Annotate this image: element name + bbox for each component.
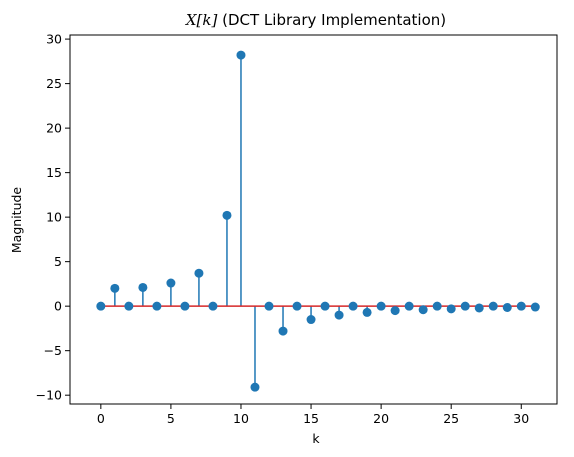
stem-marker	[475, 303, 484, 312]
title-math: X[k]	[185, 11, 218, 29]
stem-marker	[293, 302, 302, 311]
chart-title: X[k] (DCT Library Implementation)	[185, 11, 446, 29]
y-tick-label: 25	[46, 76, 62, 91]
y-axis-label: Magnitude	[9, 187, 24, 254]
y-tick-label: 5	[54, 254, 62, 269]
stem-marker	[419, 305, 428, 314]
x-tick-label: 0	[97, 411, 105, 426]
stem-marker	[96, 302, 105, 311]
stem-marker	[391, 306, 400, 315]
stem-marker	[377, 302, 386, 311]
y-tick-label: 20	[46, 121, 62, 136]
stem-marker	[152, 302, 161, 311]
stem-marker	[307, 315, 316, 324]
stem-marker	[349, 302, 358, 311]
title-text: (DCT Library Implementation)	[217, 11, 446, 29]
stem-marker	[503, 303, 512, 312]
stem-marker	[265, 302, 274, 311]
axes-frame	[70, 35, 557, 404]
stem-marker	[335, 311, 344, 320]
stem-marker	[461, 302, 470, 311]
stem-marker	[279, 327, 288, 336]
plot-area: 0 5 10 15 20 25 30 −10 −5 0 5 10 15 20 25 30	[36, 32, 557, 426]
y-tick-label: 0	[54, 299, 62, 314]
x-tick-label: 10	[233, 411, 249, 426]
stem-marker	[138, 283, 147, 292]
stem-marker	[180, 302, 189, 311]
stem-marker	[321, 302, 330, 311]
stem-marker	[222, 211, 231, 220]
x-tick-label: 15	[303, 411, 319, 426]
stem-marker	[517, 302, 526, 311]
stem-marker	[124, 302, 133, 311]
stem-marker	[447, 304, 456, 313]
stem-marker	[236, 51, 245, 60]
stem-marker	[363, 308, 372, 317]
stem-marker	[250, 383, 259, 392]
x-tick-label: 20	[373, 411, 389, 426]
y-tick-label: −5	[44, 343, 62, 358]
y-tick-label: −10	[36, 388, 62, 403]
x-tick-label: 5	[167, 411, 175, 426]
stem-marker	[110, 284, 119, 293]
stem-marker	[166, 279, 175, 288]
y-tick-label: 30	[46, 32, 62, 47]
x-tick-label: 30	[513, 411, 529, 426]
x-tick-label: 25	[443, 411, 459, 426]
stem-marker	[531, 303, 540, 312]
y-tick-label: 15	[46, 165, 62, 180]
stem-marker	[405, 302, 414, 311]
y-tick-label: 10	[46, 210, 62, 225]
stem-marker	[433, 302, 442, 311]
stem-marker	[489, 302, 498, 311]
x-axis-label: k	[312, 431, 320, 446]
stem-marker	[208, 302, 217, 311]
stem-marker	[194, 269, 203, 278]
